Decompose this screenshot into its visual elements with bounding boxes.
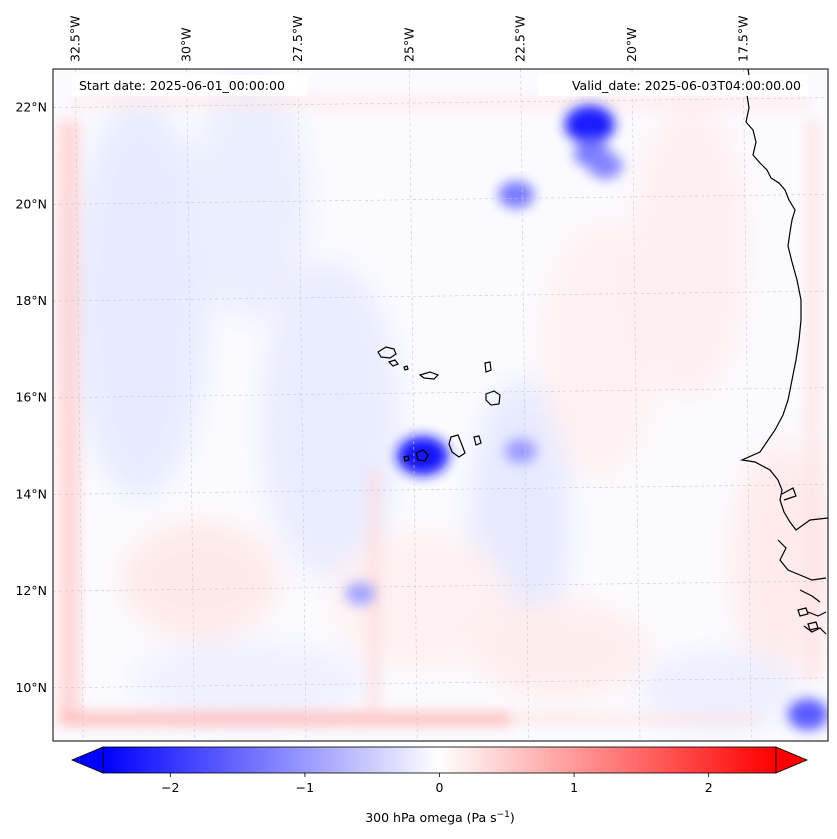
start-date-label: Start date: 2025-06-01_00:00:00 xyxy=(79,78,285,93)
longitude-label: 27.5°W xyxy=(290,16,305,62)
meridian-line xyxy=(186,69,195,741)
omega-features xyxy=(345,105,828,731)
longitude-label: 25°W xyxy=(401,27,416,62)
map-panel: Start date: 2025-06-01_00:00:00 Valid_da… xyxy=(53,69,828,741)
island-santiago xyxy=(448,434,466,458)
latitude-label: 20°N xyxy=(15,196,47,211)
valid-date-box: Valid_date: 2025-06-03T04:00:00.00 xyxy=(538,75,808,96)
omega-feature xyxy=(505,438,537,463)
gridlines xyxy=(53,69,828,741)
colorbar-tick-label: 0 xyxy=(436,780,444,795)
colorbar-body xyxy=(102,746,777,774)
meridian-line xyxy=(297,69,307,741)
island-sao-vicente xyxy=(387,359,399,367)
latitude-label: 12°N xyxy=(15,583,47,598)
bijagos-islands xyxy=(797,607,819,631)
longitude-label: 22.5°W xyxy=(513,16,528,62)
omega-feature xyxy=(396,435,449,476)
africa-coastline xyxy=(739,69,828,531)
colorbar-ticks: −2 −1 0 1 2 xyxy=(161,773,713,795)
island-santo-antao xyxy=(377,346,397,359)
omega-feature xyxy=(345,582,376,605)
colorbar-tick-label: −1 xyxy=(296,780,314,795)
island-brava xyxy=(403,455,410,462)
colorbar-high-extend xyxy=(775,746,809,774)
colorbar-tick-label: 2 xyxy=(705,780,713,795)
meridian-line xyxy=(74,69,84,741)
map-frame xyxy=(52,68,829,742)
longitude-label: 17.5°W xyxy=(735,16,750,62)
island-santa-luzia xyxy=(403,365,409,371)
colorbar-tick-label: −2 xyxy=(161,780,179,795)
island-fogo xyxy=(415,449,429,462)
island-maio xyxy=(473,435,482,446)
latitude-labels: 22°N 20°N 18°N 16°N 14°N 12°N 10°N xyxy=(15,100,47,695)
island-boa-vista xyxy=(485,390,501,406)
omega-feature xyxy=(498,180,535,209)
latitude-label: 14°N xyxy=(15,486,47,501)
omega-feature xyxy=(588,152,623,179)
colorbar: −2 −1 0 1 2 300 hPa omega (Pa s−1) xyxy=(70,746,809,825)
island-sao-nicolau xyxy=(418,371,440,380)
longitude-label: 32.5°W xyxy=(67,16,82,62)
latitude-label: 10°N xyxy=(15,680,47,695)
meridian-line xyxy=(743,69,752,741)
valid-date-label: Valid_date: 2025-06-03T04:00:00.00 xyxy=(572,78,801,93)
latitude-label: 16°N xyxy=(15,390,47,405)
gambia-river xyxy=(781,487,797,501)
omega-feature xyxy=(564,105,615,144)
coastlines xyxy=(377,69,828,635)
latitude-label: 18°N xyxy=(15,293,47,308)
longitude-label: 30°W xyxy=(179,27,194,62)
colorbar-tick-label: 1 xyxy=(570,780,578,795)
colorbar-low-extend xyxy=(70,746,104,774)
longitude-labels: 32.5°W 30°W 27.5°W 25°W 22.5°W 20°W 17.5°W xyxy=(67,16,750,62)
meridian-line xyxy=(409,69,418,741)
longitude-label: 20°W xyxy=(624,27,639,62)
latitude-label: 22°N xyxy=(15,100,47,115)
omega-feature xyxy=(787,698,828,731)
omega-field-texture xyxy=(70,80,828,730)
island-sal xyxy=(484,361,492,373)
meridian-line xyxy=(520,69,529,741)
guinea-coast xyxy=(777,539,827,635)
meridian-line xyxy=(631,69,641,741)
start-date-box: Start date: 2025-06-01_00:00:00 xyxy=(72,75,307,96)
colorbar-title: 300 hPa omega (Pa s−1) xyxy=(365,810,515,825)
